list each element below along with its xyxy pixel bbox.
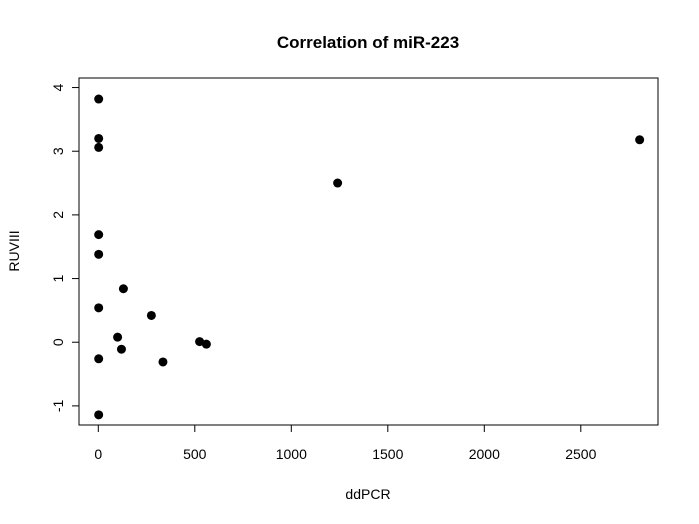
data-point — [94, 410, 104, 420]
data-point — [635, 135, 645, 145]
chart-title: Correlation of miR-223 — [277, 33, 459, 52]
x-tick-label: 2000 — [469, 446, 500, 462]
data-points — [94, 94, 645, 420]
data-point — [201, 339, 211, 349]
data-point — [113, 332, 123, 342]
x-tick-label: 2500 — [565, 446, 596, 462]
data-point — [195, 337, 205, 347]
data-point — [94, 303, 104, 313]
data-point — [118, 284, 128, 294]
y-axis-label: RUVIII — [6, 230, 22, 271]
data-point — [146, 310, 156, 320]
plot-area-frame — [78, 77, 659, 426]
data-point — [94, 230, 104, 240]
y-tick-label: 3 — [50, 147, 66, 155]
y-tick-label: 2 — [50, 211, 66, 219]
y-axis: -1 0 1 2 3 4 — [50, 83, 80, 412]
data-point — [94, 142, 104, 152]
x-axis-label: ddPCR — [345, 486, 390, 502]
x-tick-label: 1500 — [372, 446, 403, 462]
x-tick-label: 500 — [183, 446, 207, 462]
data-point — [94, 133, 104, 143]
x-axis: 0 500 1000 1500 2000 2500 — [94, 424, 597, 462]
y-tick-label: 4 — [50, 83, 66, 91]
data-point — [94, 354, 104, 364]
y-tick-label: -1 — [50, 399, 66, 412]
y-tick-label: 0 — [50, 338, 66, 346]
data-point — [333, 178, 343, 188]
data-point — [116, 344, 126, 354]
y-tick-label: 1 — [50, 274, 66, 282]
x-tick-label: 0 — [94, 446, 102, 462]
data-point — [94, 94, 104, 104]
x-tick-label: 1000 — [276, 446, 307, 462]
data-point — [94, 249, 104, 259]
data-point — [158, 357, 168, 367]
